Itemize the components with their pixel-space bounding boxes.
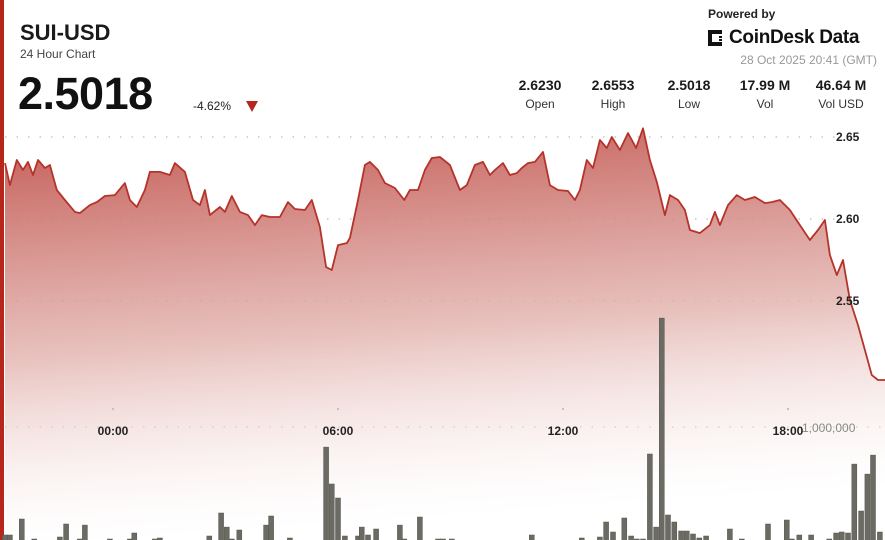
coindesk-logo-icon bbox=[708, 30, 722, 46]
volume-bar bbox=[870, 454, 876, 540]
volume-bar bbox=[610, 531, 616, 540]
timestamp: 28 Oct 2025 20:41 (GMT) bbox=[740, 53, 877, 67]
volume-bar bbox=[263, 524, 269, 540]
volume-bar bbox=[690, 533, 696, 540]
volume-bar bbox=[63, 523, 69, 540]
powered-by-label: Powered by bbox=[708, 7, 776, 21]
volume-bar bbox=[784, 519, 790, 540]
stat-label: Open bbox=[525, 97, 555, 111]
chart-subtitle: 24 Hour Chart bbox=[20, 47, 96, 61]
volume-bar bbox=[703, 535, 709, 540]
coindesk-data-logo: CoinDesk Data bbox=[707, 27, 860, 49]
volume-bar bbox=[621, 517, 628, 540]
volume-bar bbox=[653, 526, 659, 540]
stat-value: 2.5018 bbox=[667, 77, 711, 93]
volume-bar bbox=[287, 537, 293, 540]
volume-bar bbox=[373, 528, 379, 540]
stat-high: 2.6553 High bbox=[575, 77, 651, 111]
volume-bar bbox=[727, 528, 733, 540]
stat-label: Vol USD bbox=[818, 97, 864, 111]
volume-bar bbox=[665, 514, 671, 540]
volume-bar bbox=[628, 535, 634, 540]
price-area bbox=[5, 128, 885, 540]
volume-bar bbox=[765, 523, 771, 540]
volume-bar bbox=[329, 483, 335, 540]
volume-bar bbox=[833, 532, 839, 540]
volume-bar bbox=[335, 497, 341, 540]
volume-bar bbox=[157, 537, 163, 540]
volume-bar bbox=[671, 521, 678, 540]
price-change: -4.62% bbox=[193, 99, 232, 113]
x-tick-label: 00:00 bbox=[98, 424, 129, 438]
volume-bar bbox=[864, 473, 871, 540]
volume-bar bbox=[57, 536, 63, 540]
stat-value: 46.64 M bbox=[815, 77, 867, 93]
volume-bar bbox=[397, 524, 403, 540]
x-tick-label: 12:00 bbox=[548, 424, 579, 438]
volume-bar bbox=[529, 534, 535, 540]
stat-label: Low bbox=[677, 97, 700, 111]
volume-bar bbox=[796, 534, 803, 540]
volume-bar bbox=[597, 536, 603, 540]
volume-bar bbox=[696, 537, 703, 540]
volume-bar bbox=[206, 535, 213, 540]
stat-label: Vol bbox=[756, 97, 774, 111]
volume-bar bbox=[851, 463, 858, 540]
stat-open: 2.6230 Open bbox=[505, 77, 575, 111]
volume-bar bbox=[19, 518, 25, 540]
volume-bar bbox=[224, 526, 230, 540]
volume-bar bbox=[236, 529, 243, 540]
volume-bar bbox=[365, 534, 371, 540]
volume-bar bbox=[647, 453, 653, 540]
volume-bar bbox=[858, 510, 864, 540]
triangle-down-icon bbox=[246, 101, 258, 112]
current-price: 2.5018 bbox=[18, 68, 153, 119]
volume-bar bbox=[839, 531, 845, 540]
volume-bar bbox=[877, 531, 883, 540]
volume-bar bbox=[342, 535, 348, 540]
volume-bar bbox=[355, 535, 361, 540]
stat-low: 2.5018 Low bbox=[651, 77, 727, 111]
volume-bar bbox=[684, 530, 690, 540]
accent-bar bbox=[0, 0, 4, 540]
volume-bar bbox=[359, 526, 365, 540]
x-tick-label: 06:00 bbox=[323, 424, 354, 438]
pair-title: SUI-USD bbox=[20, 20, 111, 45]
price-line bbox=[4, 127, 885, 381]
volume-bar bbox=[659, 317, 665, 540]
logo-text: CoinDesk Data bbox=[729, 27, 860, 48]
volume-bar bbox=[2, 534, 8, 540]
y-tick-label: 2.65 bbox=[836, 130, 860, 144]
stat-vol-usd: 46.64 M Vol USD bbox=[803, 77, 879, 111]
volume-bar bbox=[268, 515, 274, 540]
volume-bar bbox=[82, 524, 88, 540]
stat-value: 17.99 M bbox=[739, 77, 791, 93]
volume-bar bbox=[808, 534, 814, 540]
stat-label: High bbox=[600, 97, 626, 111]
volume-bar bbox=[417, 516, 423, 540]
x-tick-label: 18:00 bbox=[773, 424, 804, 438]
volume-bar bbox=[323, 446, 329, 540]
volume-bar bbox=[603, 521, 609, 540]
volume-bar bbox=[7, 534, 13, 540]
volume-bar bbox=[218, 512, 224, 540]
volume-bar bbox=[579, 537, 585, 540]
stat-vol: 17.99 M Vol bbox=[727, 77, 803, 111]
y-tick-label: 2.60 bbox=[836, 212, 860, 226]
volume-bar bbox=[131, 532, 138, 540]
volume-tick-label: 1,000,000 bbox=[802, 421, 856, 435]
y-tick-label: 2.55 bbox=[836, 294, 860, 308]
stat-value: 2.6553 bbox=[591, 77, 635, 93]
volume-bar bbox=[678, 530, 684, 540]
volume-bar bbox=[845, 532, 851, 540]
stats-row: 2.6230 Open 2.6553 High 2.5018 Low 17.99 M V… bbox=[505, 77, 879, 111]
stat-value: 2.6230 bbox=[518, 77, 562, 93]
